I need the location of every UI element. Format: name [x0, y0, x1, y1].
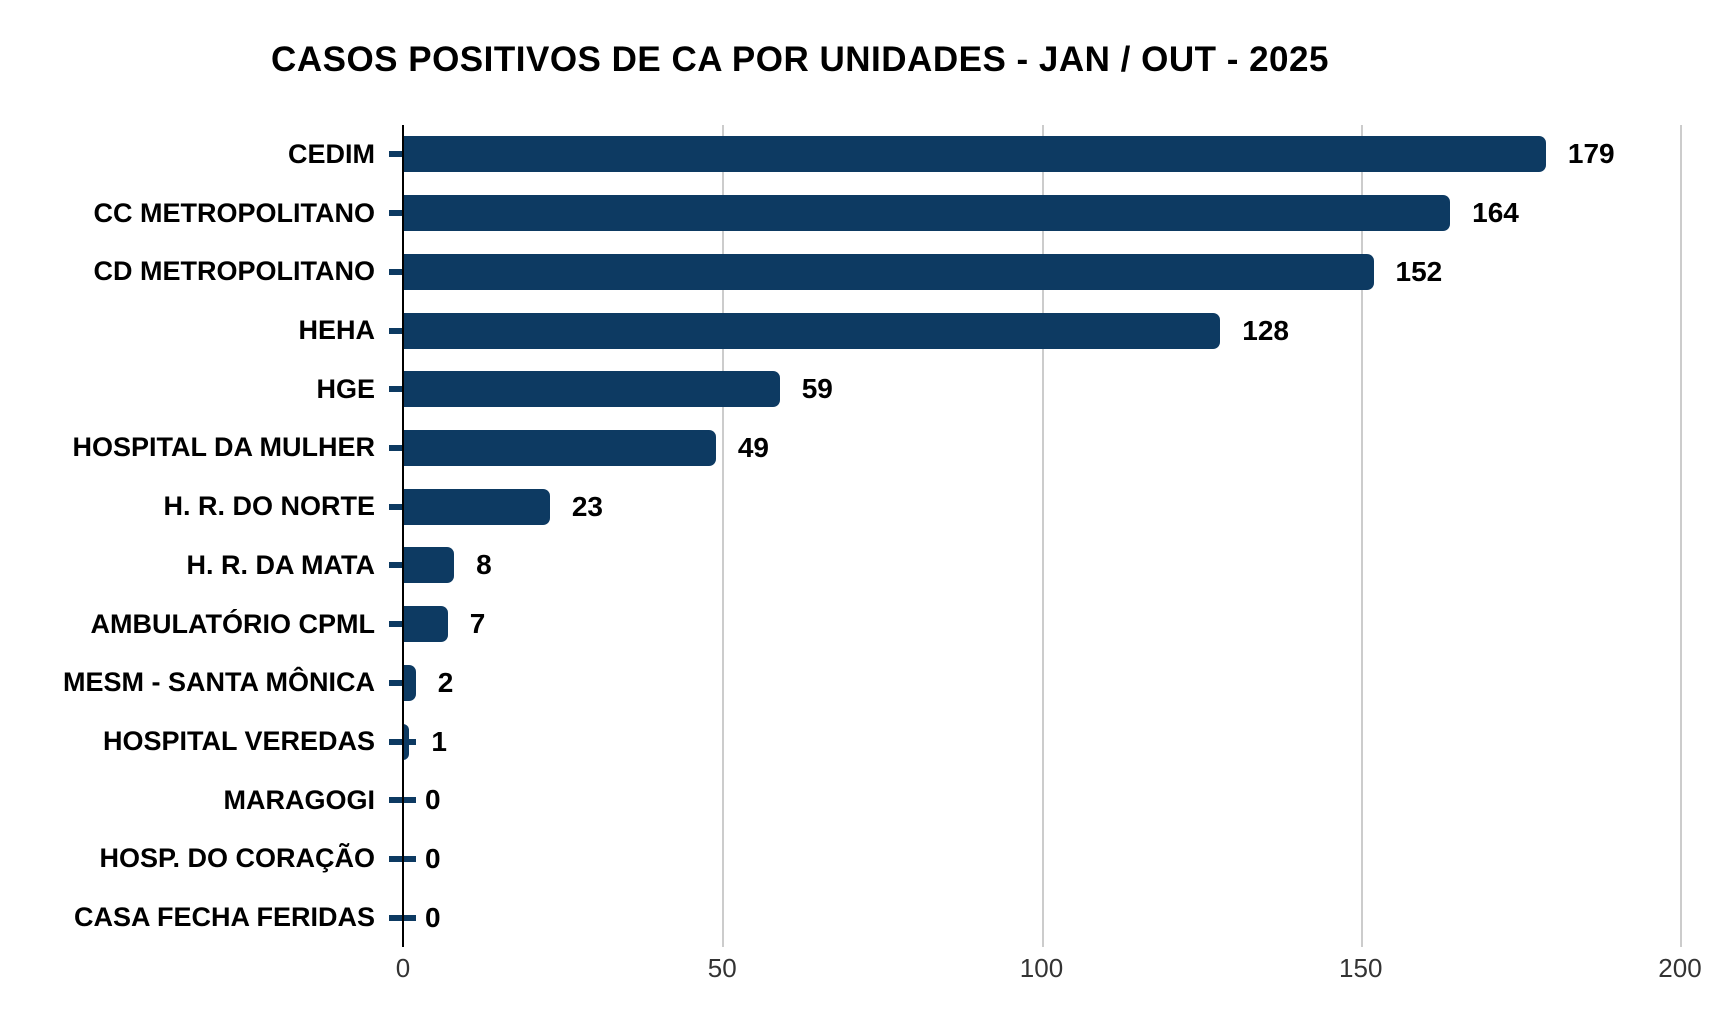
value-label: 23 — [571, 490, 603, 522]
bar — [403, 723, 410, 760]
gridline-100 — [1041, 125, 1044, 947]
value-label: 179 — [1567, 138, 1615, 170]
x-tick-label: 0 — [395, 953, 411, 983]
bar-row: 7 — [389, 595, 1680, 654]
bar — [403, 606, 448, 643]
x-axis: 0 50 100 150 200 — [396, 953, 1702, 993]
value-label: 49 — [737, 431, 770, 463]
value-label: 1 — [431, 725, 447, 757]
category-label: CC METROPOLITANO — [93, 197, 375, 228]
value-label: 0 — [425, 842, 441, 874]
bar-row: 8 — [389, 536, 1680, 595]
value-label: 152 — [1395, 255, 1443, 287]
bars-container: 179 164 152 128 — [389, 125, 1680, 947]
gridline-150 — [1360, 125, 1363, 947]
bar — [403, 195, 1451, 232]
value-label: 164 — [1472, 197, 1519, 229]
bar-row: 0 — [389, 830, 1680, 889]
category-axis: CEDIM CC METROPOLITANO CD METROPOLITANO … — [40, 125, 403, 947]
gridline-200 — [1680, 125, 1682, 947]
category-label: CASA FECHA FERIDAS — [73, 902, 375, 933]
category-label: CEDIM — [288, 138, 375, 169]
value-label: 2 — [437, 666, 454, 698]
value-label: 8 — [476, 549, 492, 581]
bar — [403, 136, 1546, 173]
bar-row: 152 — [389, 242, 1680, 301]
category-label: AMBULATÓRIO CPML — [90, 608, 375, 639]
bar — [403, 664, 416, 701]
bar — [403, 547, 455, 584]
chart-title: CASOS POSITIVOS DE CA POR UNIDADES - JAN… — [271, 40, 1329, 79]
bar-row: 128 — [389, 301, 1680, 360]
y-axis-line — [402, 125, 404, 947]
bar-row: 2 — [389, 653, 1680, 712]
category-label: MESM - SANTA MÔNICA — [63, 667, 375, 698]
category-label: HOSP. DO CORAÇÃO — [99, 843, 375, 874]
category-label: CD METROPOLITANO — [93, 256, 375, 287]
bar-row: 164 — [389, 184, 1680, 243]
category-label: H. R. DO NORTE — [163, 491, 375, 522]
bar-row: 23 — [389, 477, 1680, 536]
plot-region: CEDIM CC METROPOLITANO CD METROPOLITANO … — [40, 125, 1682, 947]
bar — [403, 371, 780, 408]
bar-row: 59 — [389, 360, 1680, 419]
plot-area: 179 164 152 128 — [389, 125, 1682, 947]
bar — [403, 488, 550, 525]
bar — [403, 253, 1374, 290]
value-label: 7 — [469, 608, 486, 640]
x-tick-label: 150 — [1339, 953, 1383, 983]
value-label: 0 — [425, 784, 441, 816]
bar-row: 0 — [389, 771, 1680, 830]
category-label: HGE — [316, 373, 375, 404]
category-label: HOSPITAL DA MULHER — [72, 432, 376, 463]
gridline-50 — [722, 125, 725, 947]
bar-row: 1 — [389, 712, 1680, 771]
x-tick-label: 100 — [1019, 953, 1064, 983]
bar — [403, 429, 716, 466]
x-tick-label: 200 — [1658, 953, 1702, 983]
value-label: 0 — [425, 901, 441, 933]
category-label: H. R. DA MATA — [186, 549, 375, 580]
bar-row: 179 — [389, 125, 1680, 184]
category-label: HOSPITAL VEREDAS — [102, 726, 375, 757]
bar-row: 0 — [389, 888, 1680, 947]
category-label: HEHA — [298, 315, 375, 346]
value-label: 59 — [801, 373, 833, 405]
category-label: MARAGOGI — [223, 784, 376, 815]
bar — [403, 312, 1221, 349]
bar-row: 49 — [389, 419, 1680, 478]
x-tick-label: 50 — [707, 953, 737, 983]
value-label: 128 — [1242, 314, 1289, 346]
